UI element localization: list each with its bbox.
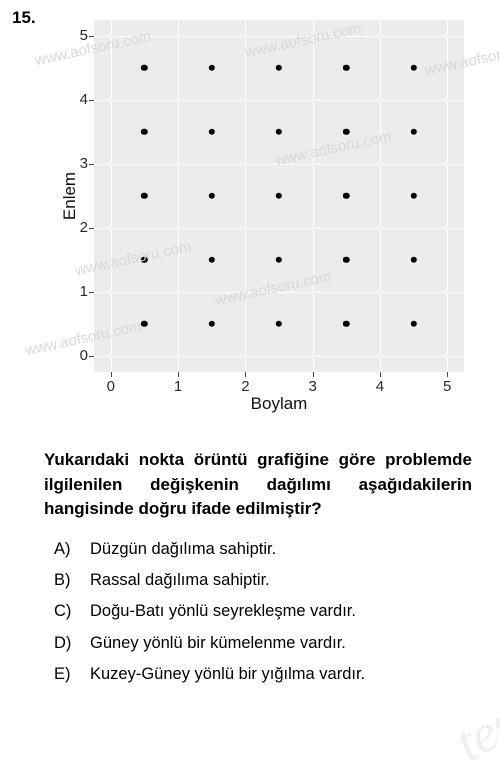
y-tick-label: 2 (48, 219, 88, 236)
option-letter: D) (54, 632, 78, 654)
option-c[interactable]: C) Doğu-Batı yönlü seyrekleşme vardır. (54, 600, 470, 622)
y-axis-label: Enlem (60, 172, 80, 220)
x-tick-label: 0 (96, 378, 126, 395)
option-letter: C) (54, 600, 78, 622)
corner-watermark: tesi (445, 684, 500, 774)
option-letter: A) (54, 538, 78, 560)
option-a[interactable]: A) Düzgün dağılıma sahiptir. (54, 538, 470, 560)
x-tick-label: 1 (163, 378, 193, 395)
option-e[interactable]: E) Kuzey-Güney yönlü bir yığılma vardır. (54, 663, 470, 685)
x-tick-label: 3 (298, 378, 328, 395)
y-tick-label: 3 (48, 155, 88, 172)
option-d[interactable]: D) Güney yönlü bir kümelenme vardır. (54, 632, 470, 654)
question-text: Yukarıdaki nokta örüntü grafiğine göre p… (18, 448, 482, 522)
option-text: Doğu-Batı yönlü seyrekleşme vardır. (90, 600, 356, 622)
y-tick-label: 1 (48, 283, 88, 300)
option-letter: E) (54, 663, 78, 685)
option-letter: B) (54, 569, 78, 591)
y-tick-label: 0 (48, 347, 88, 364)
x-tick-label: 4 (365, 378, 395, 395)
option-text: Güney yönlü bir kümelenme vardır. (90, 632, 346, 654)
option-b[interactable]: B) Rassal dağılıma sahiptir. (54, 569, 470, 591)
x-tick-label: 5 (432, 378, 462, 395)
options-list: A) Düzgün dağılıma sahiptir. B) Rassal dağı… (18, 538, 482, 685)
option-text: Rassal dağılıma sahiptir. (90, 569, 270, 591)
scatter-chart: Enlem Boylam 012345012345www.aofsoru.com… (38, 16, 478, 416)
question-number: 15. (12, 8, 36, 28)
plot-area (94, 20, 464, 372)
x-tick-label: 2 (230, 378, 260, 395)
option-text: Düzgün dağılıma sahiptir. (90, 538, 276, 560)
x-axis-label: Boylam (94, 394, 464, 414)
option-text: Kuzey-Güney yönlü bir yığılma vardır. (90, 663, 365, 685)
y-tick-label: 4 (48, 91, 88, 108)
y-tick-label: 5 (48, 27, 88, 44)
